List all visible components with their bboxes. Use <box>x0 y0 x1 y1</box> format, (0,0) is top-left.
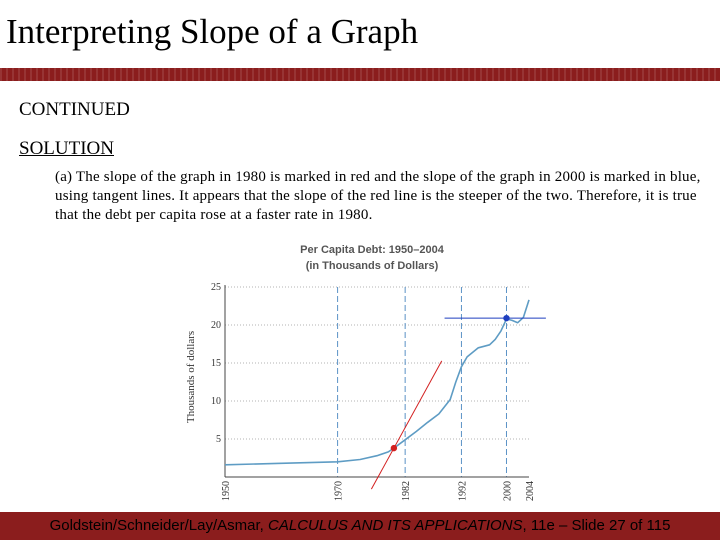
y-axis-label: Thousands of dollars <box>185 331 197 423</box>
red-tangent-point <box>390 444 398 452</box>
title-divider-bar <box>0 68 720 81</box>
continued-heading: CONTINUED <box>19 99 130 120</box>
per-capita-debt-chart: Per Capita Debt: 1950–2004 (in Thousands… <box>185 244 546 501</box>
footer-book-title: CALCULUS AND ITS APPLICATIONS <box>268 517 523 534</box>
x-tick-label: 1992 <box>457 481 468 501</box>
x-tick-label: 2004 <box>525 481 536 501</box>
y-tick-label: 10 <box>211 396 221 407</box>
x-tick-label: 2000 <box>502 481 513 501</box>
red-tangent-line <box>370 360 443 490</box>
footer-bar <box>0 512 720 540</box>
chart-title-line2: (in Thousands of Dollars) <box>306 260 439 272</box>
y-tick-label: 20 <box>211 320 221 331</box>
y-tick-label: 5 <box>216 434 221 445</box>
footer-slide-info: , 11e – Slide 27 of 115 <box>522 517 671 534</box>
plot-area: 5 10 15 20 25 1950 1970 1982 1992 2000 2004 <box>211 282 546 501</box>
y-tick-label: 15 <box>211 358 221 369</box>
x-tick-label: 1982 <box>401 481 412 501</box>
x-tick-label: 1970 <box>334 481 345 501</box>
slide-title: Interpreting Slope of a Graph <box>6 12 419 51</box>
y-tick-label: 25 <box>211 282 221 293</box>
x-tick-label: 1950 <box>221 481 232 501</box>
solution-heading: SOLUTION <box>19 138 114 159</box>
footer-citation: Goldstein/Schneider/Lay/Asmar, CALCULUS … <box>0 517 720 534</box>
blue-tangent-point <box>503 314 510 322</box>
footer-authors: Goldstein/Schneider/Lay/Asmar, <box>49 517 269 534</box>
solution-paragraph: (a) The slope of the graph in 1980 is ma… <box>55 169 701 223</box>
chart-title-line1: Per Capita Debt: 1950–2004 <box>300 244 445 256</box>
